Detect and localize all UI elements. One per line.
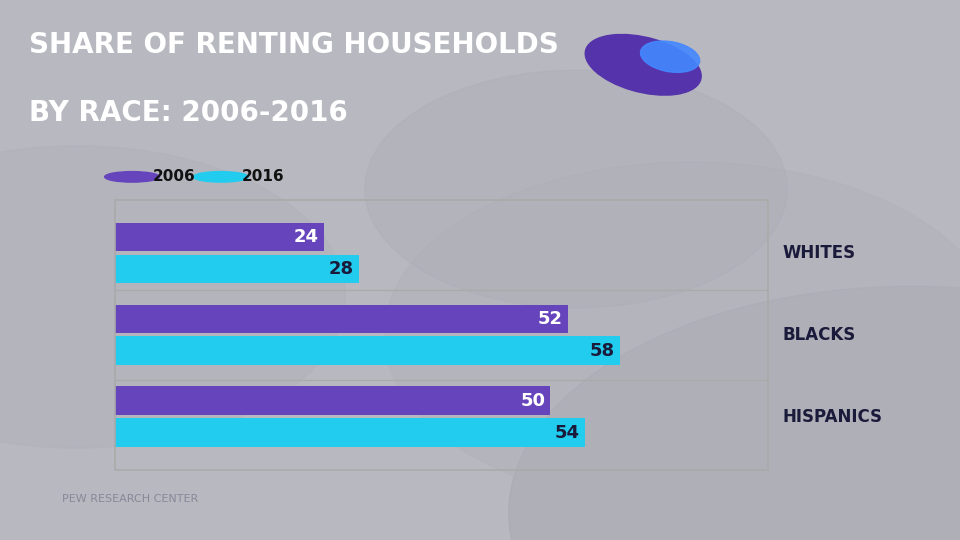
Text: PEW RESEARCH CENTER: PEW RESEARCH CENTER	[62, 494, 199, 504]
Text: 52: 52	[538, 310, 563, 328]
Text: 50: 50	[520, 392, 545, 410]
Text: BLACKS: BLACKS	[782, 326, 855, 344]
Circle shape	[384, 162, 960, 508]
Text: 2006: 2006	[154, 170, 196, 184]
Text: 2016: 2016	[242, 170, 284, 184]
Circle shape	[0, 146, 346, 448]
Text: SHARE OF RENTING HOUSEHOLDS: SHARE OF RENTING HOUSEHOLDS	[29, 31, 559, 59]
Text: 28: 28	[328, 260, 353, 278]
Circle shape	[365, 70, 787, 308]
Bar	[115, 255, 359, 284]
Bar	[115, 222, 324, 251]
Text: 24: 24	[294, 228, 319, 246]
Circle shape	[193, 172, 249, 182]
Text: BY RACE: 2006-2016: BY RACE: 2006-2016	[29, 99, 348, 127]
Circle shape	[105, 172, 159, 182]
Text: HISPANICS: HISPANICS	[782, 408, 882, 426]
Bar	[115, 336, 620, 365]
Ellipse shape	[640, 41, 700, 72]
Bar	[115, 305, 567, 333]
Bar	[115, 418, 586, 447]
Text: WHITES: WHITES	[782, 244, 855, 262]
Text: 54: 54	[555, 423, 580, 442]
Bar	[115, 386, 550, 415]
Circle shape	[509, 286, 960, 540]
Ellipse shape	[586, 35, 701, 95]
Text: 58: 58	[589, 342, 614, 360]
